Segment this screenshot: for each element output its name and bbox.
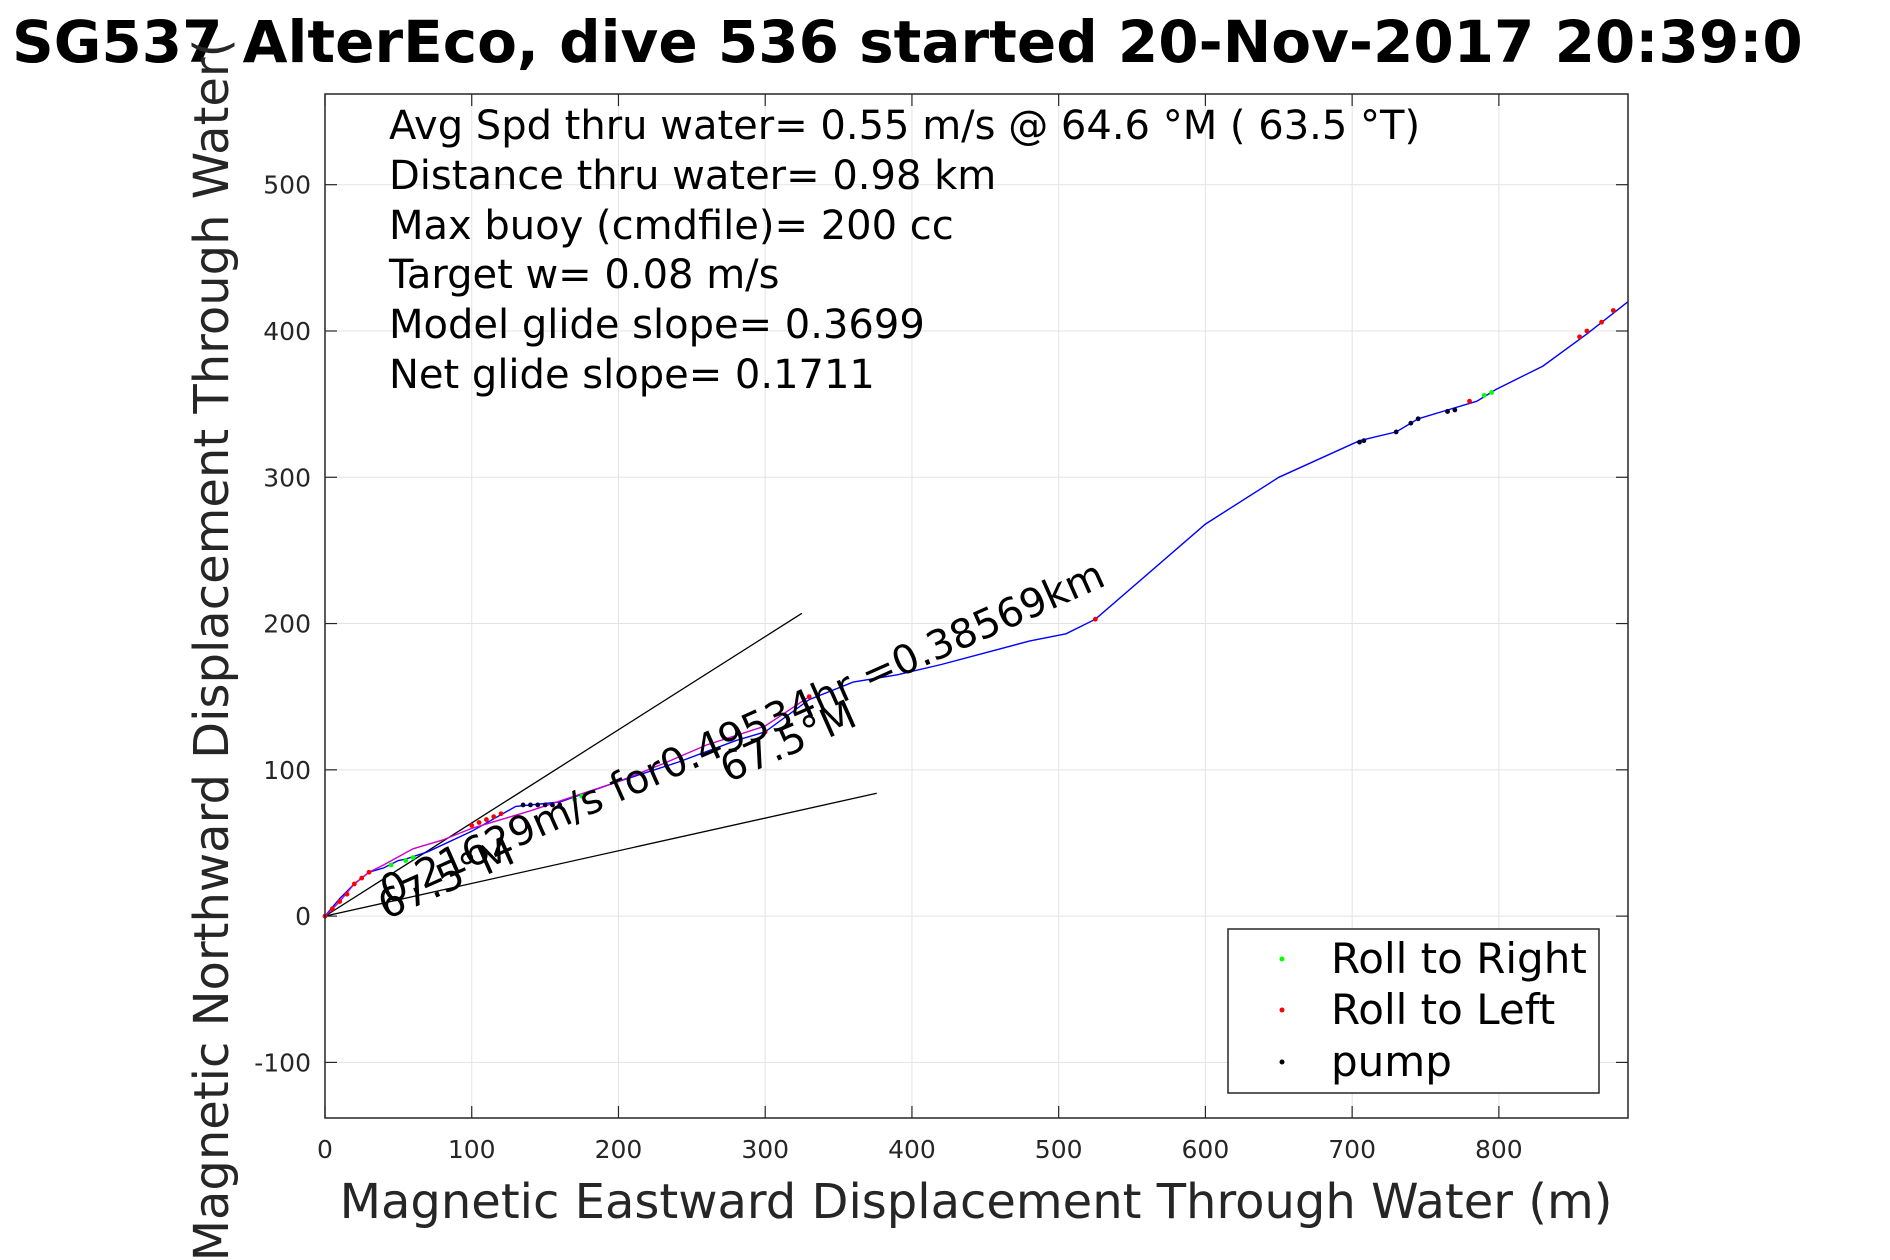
y-tick-label: 500 bbox=[263, 171, 311, 200]
point-roll-to-right bbox=[403, 858, 409, 863]
point-roll-to-left bbox=[498, 811, 504, 817]
x-tick-label: 100 bbox=[448, 1135, 496, 1164]
stat-net-glide-slope: Net glide slope= 0.1711 bbox=[389, 352, 875, 398]
x-tick-label: 500 bbox=[1035, 1135, 1083, 1164]
y-tick-label: 100 bbox=[263, 756, 311, 785]
point-roll-to-right bbox=[1489, 390, 1494, 395]
point-pump bbox=[557, 802, 563, 808]
stats-block: Avg Spd thru water= 0.55 m/s @ 64.6 °M (… bbox=[388, 103, 1420, 398]
point-pump bbox=[520, 802, 526, 808]
x-tick-label: 700 bbox=[1328, 1135, 1376, 1164]
point-pump bbox=[1415, 416, 1421, 422]
point-roll-to-right bbox=[579, 793, 585, 799]
y-tick-label: 200 bbox=[263, 610, 311, 639]
point-pump bbox=[1408, 420, 1414, 426]
point-roll-to-left bbox=[1577, 334, 1582, 340]
point-pump bbox=[528, 802, 533, 808]
point-roll-to-left bbox=[469, 823, 475, 828]
x-tick-label: 600 bbox=[1182, 1135, 1230, 1164]
x-axis-label: Magnetic Eastward Displacement Through W… bbox=[340, 1174, 1613, 1230]
x-tick-label: 200 bbox=[595, 1135, 643, 1164]
y-tick-label: 400 bbox=[263, 317, 311, 346]
reference-line-upper-bound bbox=[324, 612, 803, 917]
x-tick-label: 300 bbox=[741, 1135, 789, 1164]
tick-labels: 0 100 200 300 400 500 600 700 800 -100 0 100 200 300 4… bbox=[254, 171, 1522, 1164]
legend-label-roll-right: Roll to Right bbox=[1331, 934, 1587, 983]
y-axis-label: Magnetic Northward Displacement Through … bbox=[184, 39, 240, 1260]
point-pump bbox=[542, 802, 548, 808]
point-roll-to-left bbox=[1092, 616, 1098, 622]
point-roll-to-left bbox=[491, 814, 497, 820]
point-roll-to-left bbox=[1610, 308, 1616, 313]
legend-label-roll-left: Roll to Left bbox=[1331, 985, 1555, 1034]
series-points bbox=[322, 308, 1616, 919]
point-roll-to-left bbox=[329, 906, 335, 912]
point-roll-to-right bbox=[388, 862, 394, 868]
x-tick-label: 0 bbox=[317, 1135, 333, 1164]
point-pump bbox=[1393, 429, 1399, 435]
chart-title: SG537 AlterEco, dive 536 started 20-Nov-… bbox=[12, 8, 1803, 76]
point-roll-to-left bbox=[1467, 398, 1472, 404]
point-roll-to-right bbox=[410, 855, 416, 861]
stat-avg-speed: Avg Spd thru water= 0.55 m/s @ 64.6 °M (… bbox=[389, 103, 1420, 149]
y-tick-label: 0 bbox=[295, 902, 311, 931]
point-pump bbox=[1452, 407, 1458, 413]
point-roll-to-right bbox=[1481, 392, 1487, 398]
point-roll-to-left bbox=[806, 694, 812, 700]
y-tick-label: 300 bbox=[263, 463, 311, 492]
x-tick-label: 400 bbox=[888, 1135, 936, 1164]
point-roll-to-left bbox=[366, 869, 372, 875]
stat-target-w: Target w= 0.08 m/s bbox=[388, 252, 779, 298]
point-roll-to-left bbox=[484, 817, 489, 822]
point-pump bbox=[1445, 409, 1450, 414]
point-roll-to-left bbox=[344, 891, 350, 897]
point-pump bbox=[550, 802, 555, 808]
legend: Roll to Right Roll to Left pump bbox=[1227, 928, 1600, 1094]
point-roll-to-left bbox=[1584, 328, 1590, 334]
stat-model-glide-slope: Model glide slope= 0.3699 bbox=[389, 302, 925, 348]
point-roll-to-left bbox=[762, 729, 768, 735]
point-roll-to-left bbox=[1599, 319, 1604, 325]
series-line-track bbox=[324, 301, 1629, 917]
x-tick-label: 800 bbox=[1475, 1135, 1523, 1164]
reference-line-lower-bound bbox=[324, 792, 877, 917]
point-roll-to-left bbox=[351, 881, 357, 887]
axes-box bbox=[324, 93, 1629, 1119]
point-roll-to-right bbox=[572, 796, 577, 802]
legend-marker-roll-right bbox=[1279, 956, 1285, 962]
stat-distance: Distance thru water= 0.98 km bbox=[389, 153, 996, 199]
point-roll-to-left bbox=[337, 899, 343, 904]
legend-box bbox=[1227, 928, 1600, 1094]
point-pump bbox=[1357, 439, 1362, 445]
stat-max-buoy: Max buoy (cmdfile)= 200 cc bbox=[389, 203, 954, 249]
reference-lines bbox=[324, 612, 877, 917]
legend-label-pump: pump bbox=[1331, 1037, 1452, 1086]
y-tick-label: -100 bbox=[254, 1048, 311, 1077]
point-roll-to-left bbox=[476, 820, 482, 825]
point-roll-to-left bbox=[359, 875, 365, 881]
point-pump bbox=[535, 802, 541, 808]
point-pump bbox=[1361, 438, 1367, 444]
legend-marker-roll-left bbox=[1279, 1007, 1285, 1013]
legend-marker-pump bbox=[1279, 1059, 1285, 1065]
